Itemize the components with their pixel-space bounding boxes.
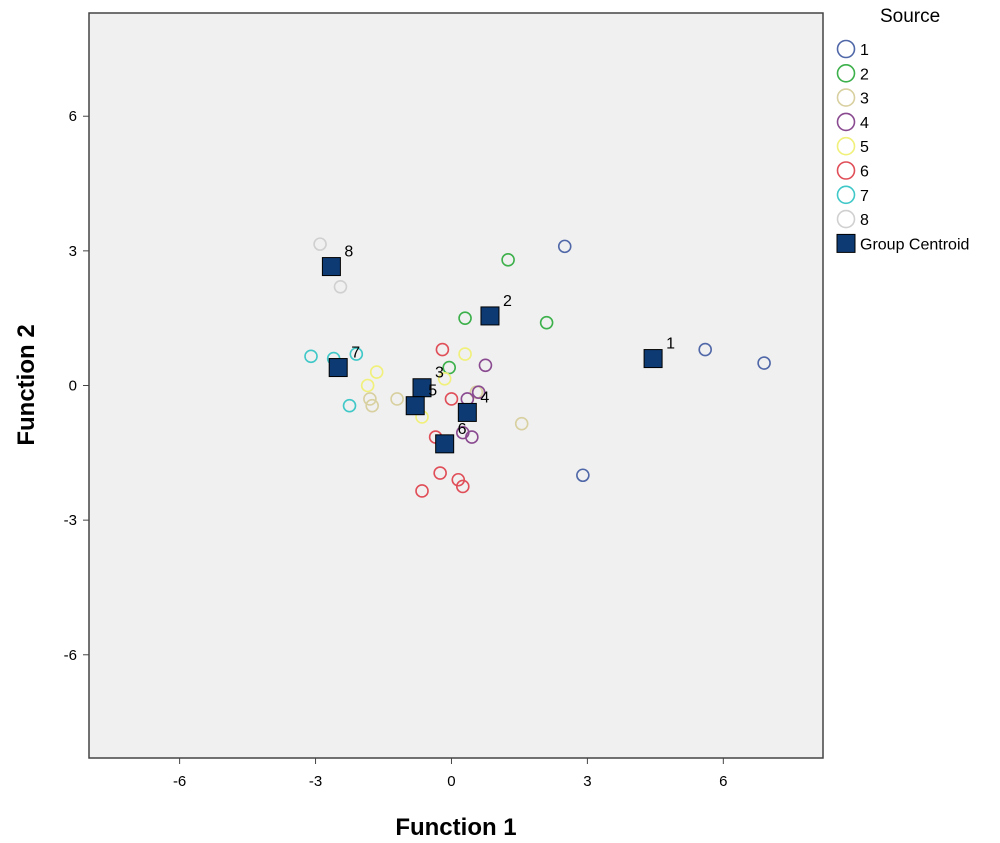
legend-label-3: 3	[860, 91, 869, 108]
centroid-marker-8	[321, 257, 341, 277]
data-point-group-6	[444, 392, 459, 406]
centroid-marker-6	[435, 434, 455, 454]
centroid-label-4: 4	[480, 389, 489, 406]
y-axis-title: Function 2	[13, 324, 40, 445]
x-tick-label: 3	[583, 773, 591, 790]
data-point-group-3	[390, 392, 404, 406]
legend-label-4: 4	[860, 115, 869, 132]
legend-label-6: 6	[860, 164, 869, 181]
centroid-label-1: 1	[666, 336, 675, 353]
centroid-marker-2	[480, 306, 500, 326]
data-point-group-7	[349, 347, 364, 361]
data-point-group-1	[576, 468, 590, 483]
data-point-group-5	[360, 378, 375, 393]
legend-label-centroid: Group Centroid	[860, 236, 969, 253]
legend-marker-2	[836, 64, 856, 83]
data-point-group-6	[415, 484, 429, 498]
x-tick-label: 0	[447, 773, 455, 790]
data-point-group-6	[451, 472, 466, 487]
legend-label-8: 8	[860, 212, 869, 229]
y-tick-label: 0	[69, 378, 77, 395]
legend-marker-7	[836, 185, 856, 205]
data-point-group-1	[698, 342, 712, 357]
data-point-group-6	[435, 342, 450, 357]
x-tick-label: -6	[173, 773, 186, 790]
legend-title: Source	[880, 6, 940, 27]
data-point-group-4	[465, 430, 479, 444]
y-tick-label: -6	[64, 647, 77, 664]
data-point-group-6	[455, 479, 470, 494]
legend-marker-1	[836, 39, 856, 59]
centroid-label-3: 3	[435, 365, 444, 382]
data-point-group-7	[304, 349, 318, 364]
centroid-marker-5	[405, 396, 425, 416]
legend-marker-6	[836, 161, 856, 180]
legend-label-5: 5	[860, 139, 869, 156]
centroid-marker-7	[328, 358, 348, 378]
legend-label-2: 2	[860, 66, 869, 83]
data-point-group-2	[501, 253, 515, 267]
x-tick-label: 6	[719, 773, 727, 790]
legend-marker-3	[836, 88, 856, 107]
data-point-group-7	[342, 398, 357, 413]
x-tick-label: -3	[309, 773, 322, 790]
axis-ticks: -6 -3 0 3 6 6 3 0 -3 -6	[64, 108, 728, 790]
data-point-group-3	[363, 392, 377, 406]
centroid-label-2: 2	[503, 293, 512, 310]
data-point-group-6	[433, 466, 447, 480]
legend-marker-centroid	[836, 233, 856, 253]
data-point-group-4	[471, 385, 486, 400]
y-tick-label: 3	[69, 243, 77, 260]
data-point-group-5	[458, 347, 472, 361]
legend-marker-4	[836, 112, 856, 132]
centroid-label-6: 6	[458, 421, 467, 438]
data-point-group-5	[369, 365, 384, 379]
legend: Source 1 2 3 4 5 6 7 8 Group Centroid	[836, 6, 969, 253]
data-point-group-5	[437, 371, 452, 386]
data-points	[304, 237, 771, 498]
data-point-group-8	[313, 237, 327, 251]
legend-marker-8	[836, 209, 856, 229]
data-point-group-2	[539, 315, 554, 330]
centroid-label-8: 8	[344, 244, 353, 261]
plot-area	[88, 12, 824, 759]
data-point-group-3	[514, 416, 529, 431]
data-point-group-1	[757, 356, 771, 370]
data-point-group-8	[333, 279, 348, 294]
data-point-group-1	[557, 239, 572, 254]
centroid-marker-4	[457, 402, 477, 422]
data-point-group-2	[442, 360, 457, 375]
centroid-label-7: 7	[351, 345, 360, 362]
y-tick-label: 6	[69, 108, 77, 125]
x-axis-title: Function 1	[395, 814, 516, 841]
data-point-group-2	[458, 311, 472, 325]
legend-label-1: 1	[860, 42, 869, 59]
group-centroids: 1 2 3 4 5 6 7 8	[321, 244, 675, 454]
legend-marker-5	[836, 136, 856, 156]
centroid-marker-1	[643, 349, 663, 369]
y-tick-label: -3	[64, 512, 77, 529]
data-point-group-4	[478, 358, 493, 373]
centroid-label-5: 5	[428, 383, 437, 400]
data-point-group-3	[365, 398, 379, 413]
legend-label-7: 7	[860, 188, 869, 205]
